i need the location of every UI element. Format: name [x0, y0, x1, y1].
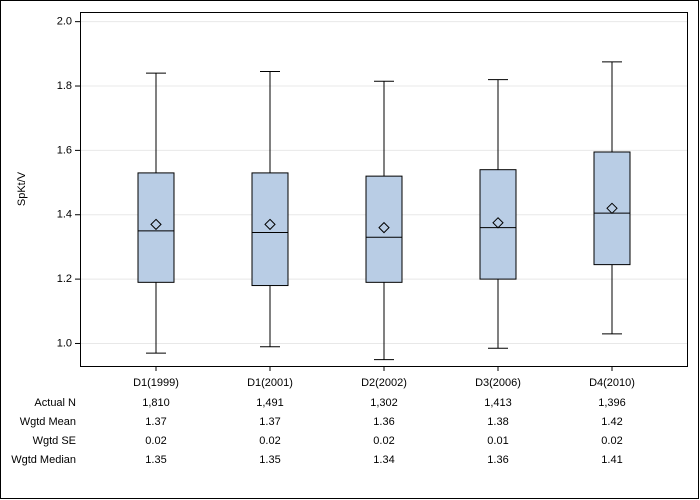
mean-marker: [492, 217, 504, 229]
table-cell: 1,810: [142, 397, 170, 409]
table-cell: 1,396: [598, 397, 626, 409]
table-row-label: Actual N: [34, 397, 76, 409]
table-cell: 0.02: [373, 435, 394, 447]
y-tick-label: 1.8: [57, 80, 72, 92]
box: [593, 151, 631, 266]
y-tick-label: 1.2: [57, 273, 72, 285]
table-row-label: Wgtd SE: [33, 435, 76, 447]
x-tick-label: D4(2010): [589, 377, 635, 389]
y-axis-label: SpKt/V: [16, 171, 28, 206]
table-cell: 1.36: [373, 416, 394, 428]
table-cell: 1,302: [370, 397, 398, 409]
table-row-label: Wgtd Mean: [20, 416, 76, 428]
y-tick-label: 2.0: [57, 16, 72, 28]
table-cell: 1.42: [601, 416, 622, 428]
table-cell: 1,413: [484, 397, 512, 409]
mean-marker: [264, 218, 276, 231]
table-cell: 1.38: [487, 416, 508, 428]
y-tick-label: 1.4: [57, 209, 72, 221]
mean-marker: [378, 221, 390, 234]
x-tick-label: D1(2001): [247, 377, 293, 389]
mean-marker: [606, 202, 618, 215]
table-cell: 1.35: [259, 454, 280, 466]
table-cell: 0.02: [259, 435, 280, 447]
table-cell: 1.41: [601, 454, 622, 466]
box: [479, 169, 517, 280]
table-cell: 0.02: [145, 435, 166, 447]
box: [137, 172, 175, 283]
box: [365, 175, 403, 283]
table-cell: 0.02: [601, 435, 622, 447]
table-cell: 1.34: [373, 454, 394, 466]
y-tick-label: 1.0: [57, 337, 72, 349]
table-cell: 1.37: [259, 416, 280, 428]
x-tick-label: D1(1999): [133, 377, 179, 389]
mean-marker: [150, 218, 162, 231]
box: [251, 172, 289, 287]
table-cell: 0.01: [487, 435, 508, 447]
x-tick-label: D2(2002): [361, 377, 407, 389]
table-cell: 1,491: [256, 397, 284, 409]
x-tick-label: D3(2006): [475, 377, 521, 389]
table-cell: 1.36: [487, 454, 508, 466]
table-cell: 1.37: [145, 416, 166, 428]
y-tick-label: 1.6: [57, 144, 72, 156]
table-cell: 1.35: [145, 454, 166, 466]
table-row-label: Wgtd Median: [11, 454, 76, 466]
